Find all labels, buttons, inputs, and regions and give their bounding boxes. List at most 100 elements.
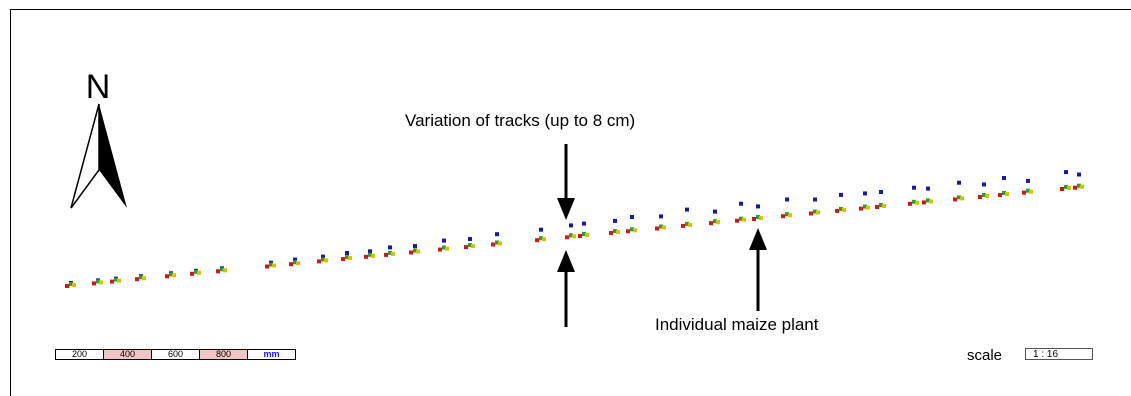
track-marker-green [413, 248, 417, 253]
track-marker-red [190, 271, 194, 276]
track-marker-blue [630, 215, 634, 219]
track-marker-red [978, 195, 982, 199]
track-marker-yellow [1080, 184, 1084, 189]
track-marker-blue [321, 254, 325, 259]
track-marker-blue [1077, 172, 1081, 177]
scale-bar: 200 400 600 800 mm [55, 349, 296, 360]
track-marker-red [341, 257, 345, 262]
track-marker-red [65, 284, 69, 288]
track-marker-red [491, 242, 495, 247]
up-arrow-icon [557, 250, 575, 327]
track-marker-green [582, 232, 586, 236]
scale-segment-200: 200 [55, 349, 104, 360]
track-marker-green [613, 229, 617, 233]
maize-plant-label: Individual maize plant [655, 315, 819, 334]
scale-segment-800: 800 [199, 349, 248, 360]
track-marker-yellow [866, 205, 870, 210]
track-variation-label: Variation of tracks (up to 8 cm) [405, 111, 635, 130]
track-marker-blue [739, 201, 743, 206]
track-marker-green [495, 240, 499, 245]
track-marker-blue [1002, 176, 1006, 180]
track-marker-red [165, 274, 169, 279]
north-arrow-icon [70, 103, 127, 209]
track-marker-yellow [324, 258, 328, 263]
track-marker-yellow [542, 237, 546, 242]
track-marker-yellow [272, 263, 276, 268]
track-marker-red [135, 277, 139, 282]
track-marker-yellow [1067, 186, 1071, 190]
track-marker-yellow [915, 200, 919, 205]
track-marker-red [1060, 187, 1064, 191]
track-marker-yellow [142, 276, 146, 281]
track-marker-blue [569, 223, 573, 228]
track-marker-red [809, 211, 813, 216]
track-marker-green [345, 255, 349, 260]
track-marker-red [953, 197, 957, 202]
track-marker-red [317, 259, 321, 264]
track-marker-red [735, 218, 739, 223]
track-marker-yellow [1029, 189, 1033, 194]
track-marker-blue [685, 207, 689, 212]
track-marker-blue [839, 192, 843, 197]
track-marker-yellow [348, 256, 352, 261]
track-marker-red [265, 264, 269, 269]
track-marker-green [1064, 185, 1068, 189]
track-marker-green [569, 233, 573, 238]
track-marker-red [709, 221, 713, 226]
track-marker-blue [468, 237, 472, 241]
track-marker-green [139, 275, 143, 280]
track-marker-red [535, 238, 539, 243]
north-letter: N [86, 68, 111, 106]
track-marker-blue [293, 257, 297, 262]
track-marker-blue [413, 244, 417, 249]
track-marker-green [388, 250, 392, 255]
track-marker-yellow [391, 251, 395, 256]
track-marker-yellow [662, 225, 666, 230]
track-marker-yellow [985, 194, 989, 198]
track-marker-blue [982, 182, 986, 187]
down-arrow-icon [557, 144, 575, 220]
track-marker-green [713, 219, 717, 224]
track-marker-blue [863, 191, 867, 196]
track-marker-green [468, 243, 472, 248]
track-marker-green [1077, 183, 1081, 188]
track-marker-green [1026, 188, 1030, 193]
track-marker-yellow [471, 244, 475, 249]
track-marker-blue [539, 227, 543, 232]
track-marker-red [578, 234, 582, 238]
track-marker-red [438, 247, 442, 252]
track-marker-blue [368, 249, 372, 254]
track-marker-blue [345, 251, 349, 255]
track-marker-blue [912, 185, 916, 190]
track-marker-blue [582, 221, 586, 226]
track-marker-red [752, 217, 756, 221]
track-marker-yellow [788, 213, 792, 218]
track-marker-yellow [1005, 192, 1009, 196]
track-marker-yellow [572, 234, 576, 239]
track-marker-yellow [759, 216, 763, 220]
track-marker-red [364, 254, 368, 259]
track-marker-blue [813, 197, 817, 202]
track-marker-green [659, 224, 663, 229]
track-marker-red [565, 235, 569, 240]
track-marker-yellow [445, 246, 449, 251]
track-marker-yellow [929, 199, 933, 204]
track-marker-blue [1064, 170, 1068, 175]
track-marker-red [289, 262, 293, 267]
track-marker-blue [495, 232, 499, 237]
scale-unit: mm [247, 349, 296, 360]
track-marker-green [293, 260, 297, 265]
track-marker-red [1022, 190, 1026, 195]
track-marker-green [863, 204, 867, 209]
track-marker-blue [756, 204, 760, 209]
track-marker-blue [713, 209, 717, 214]
track-marker-blue [926, 186, 930, 191]
track-marker-yellow [296, 261, 300, 266]
track-marker-red [626, 229, 630, 234]
track-marker-green [194, 269, 198, 274]
track-marker-green [321, 257, 325, 262]
track-marker-red [464, 245, 468, 250]
track-marker-blue [388, 245, 392, 250]
scale-value: 1 : 16 [1025, 348, 1093, 360]
track-marker-red [409, 250, 413, 255]
